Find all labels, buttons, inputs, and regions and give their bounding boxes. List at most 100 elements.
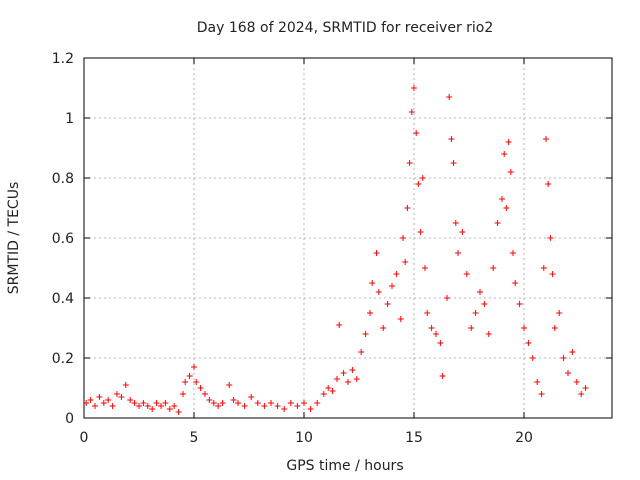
data-point bbox=[254, 400, 261, 406]
axis-ticks: 0 0.2 0.4 0.6 0.8 1 1.2 0 5 10 15 20 bbox=[52, 51, 612, 446]
data-point bbox=[175, 409, 182, 415]
data-point bbox=[367, 310, 373, 316]
data-point bbox=[417, 229, 424, 235]
data-point bbox=[349, 367, 356, 373]
data-point bbox=[450, 160, 457, 166]
data-points bbox=[83, 85, 589, 415]
data-point bbox=[540, 265, 547, 271]
data-point bbox=[505, 139, 512, 145]
data-point bbox=[373, 250, 380, 256]
data-point bbox=[345, 379, 351, 385]
data-point bbox=[499, 196, 505, 202]
data-point bbox=[241, 403, 248, 409]
y-tick-label: 0.2 bbox=[52, 351, 74, 367]
data-point bbox=[397, 316, 404, 322]
data-point bbox=[122, 382, 129, 388]
data-point bbox=[389, 283, 395, 289]
data-point bbox=[83, 400, 90, 406]
data-point bbox=[455, 250, 461, 256]
data-point bbox=[158, 403, 164, 409]
data-point bbox=[96, 394, 103, 400]
data-point bbox=[424, 310, 431, 316]
data-point bbox=[375, 289, 382, 295]
data-point bbox=[578, 391, 585, 397]
plot-frame bbox=[83, 57, 613, 419]
data-point bbox=[325, 385, 332, 391]
chart-title: Day 168 of 2024, SRMTID for receiver rio… bbox=[197, 20, 494, 36]
data-point bbox=[171, 403, 178, 409]
data-point bbox=[404, 205, 411, 211]
data-point bbox=[543, 136, 549, 142]
y-tick-label: 0.8 bbox=[52, 171, 74, 187]
data-point bbox=[362, 331, 369, 337]
data-point bbox=[261, 403, 268, 409]
data-point bbox=[516, 301, 523, 307]
data-point bbox=[428, 325, 435, 331]
data-point bbox=[215, 403, 222, 409]
data-point bbox=[547, 235, 554, 241]
data-point bbox=[149, 406, 156, 412]
data-point bbox=[472, 310, 479, 316]
data-point bbox=[573, 379, 580, 385]
data-point bbox=[525, 340, 532, 346]
data-point bbox=[468, 325, 475, 331]
data-point bbox=[320, 391, 327, 397]
data-point bbox=[448, 136, 455, 142]
data-point bbox=[358, 349, 365, 355]
y-tick-label: 0.6 bbox=[52, 231, 74, 247]
data-point bbox=[153, 400, 160, 406]
data-point bbox=[534, 379, 541, 385]
data-point bbox=[549, 271, 556, 277]
data-point bbox=[294, 403, 301, 409]
data-point bbox=[408, 109, 415, 115]
data-point bbox=[369, 280, 376, 286]
data-point bbox=[162, 400, 169, 406]
data-point bbox=[402, 259, 409, 265]
data-point bbox=[384, 301, 391, 307]
data-point bbox=[144, 403, 151, 409]
x-tick-label: 0 bbox=[80, 430, 89, 446]
data-point bbox=[180, 391, 186, 397]
data-point bbox=[127, 397, 134, 403]
y-tick-label: 1.2 bbox=[52, 51, 74, 67]
x-tick-label: 10 bbox=[295, 430, 313, 446]
data-point bbox=[206, 397, 213, 403]
data-point bbox=[556, 310, 563, 316]
data-point bbox=[202, 391, 208, 397]
x-tick-label: 20 bbox=[515, 430, 533, 446]
data-point bbox=[437, 340, 444, 346]
data-point bbox=[419, 175, 426, 181]
data-point bbox=[415, 181, 422, 187]
data-point bbox=[507, 169, 514, 175]
data-point bbox=[136, 403, 142, 409]
grid-lines bbox=[84, 58, 612, 418]
data-point bbox=[485, 331, 492, 337]
data-point bbox=[565, 370, 571, 376]
data-point bbox=[197, 385, 204, 391]
data-point bbox=[380, 325, 387, 331]
data-point bbox=[582, 385, 589, 391]
y-axis-label: SRMTID / TECUs bbox=[6, 182, 22, 295]
data-point bbox=[307, 406, 314, 412]
data-point bbox=[186, 373, 193, 379]
data-point bbox=[301, 400, 307, 406]
data-point bbox=[477, 289, 483, 295]
data-point bbox=[400, 235, 406, 241]
data-point bbox=[248, 394, 255, 400]
data-point bbox=[560, 355, 567, 361]
data-point bbox=[538, 391, 545, 397]
data-point bbox=[336, 322, 343, 328]
data-point bbox=[353, 376, 360, 382]
x-tick-label: 15 bbox=[405, 430, 423, 446]
data-point bbox=[210, 400, 217, 406]
data-point bbox=[406, 160, 413, 166]
data-point bbox=[463, 271, 470, 277]
data-point bbox=[444, 295, 450, 301]
data-point bbox=[512, 280, 519, 286]
data-point bbox=[193, 379, 200, 385]
data-point bbox=[494, 220, 501, 226]
data-point bbox=[182, 379, 189, 385]
data-point bbox=[529, 355, 536, 361]
y-tick-label: 0 bbox=[65, 411, 74, 427]
